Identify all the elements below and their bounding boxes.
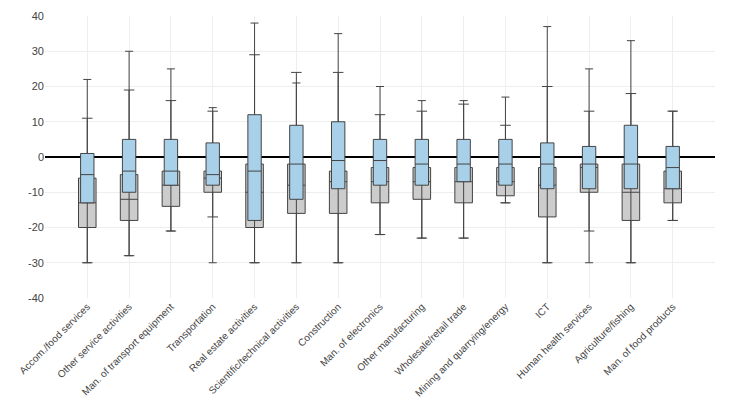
svg-text:Man. of food products: Man. of food products: [601, 301, 677, 377]
svg-text:Mining and quarrying/energy: Mining and quarrying/energy: [413, 301, 510, 398]
svg-text:10: 10: [32, 116, 44, 128]
svg-text:-10: -10: [28, 186, 44, 198]
svg-text:Scientific/technical activitie: Scientific/technical activities: [206, 301, 301, 396]
svg-text:Man. of electronics: Man. of electronics: [318, 301, 385, 368]
svg-text:Man. of transport equipment: Man. of transport equipment: [80, 301, 176, 397]
svg-text:-40: -40: [28, 292, 44, 304]
svg-text:20: 20: [32, 80, 44, 92]
svg-text:-30: -30: [28, 257, 44, 269]
svg-text:Construction: Construction: [296, 301, 343, 348]
svg-text:Agriculture/fishing: Agriculture/fishing: [572, 301, 636, 365]
svg-text:40: 40: [32, 10, 44, 22]
svg-text:Accom./food services: Accom./food services: [17, 301, 92, 376]
svg-text:-20: -20: [28, 221, 44, 233]
svg-text:ICT: ICT: [533, 301, 552, 320]
svg-text:0: 0: [38, 151, 44, 163]
svg-text:Wholesale/retail trade: Wholesale/retail trade: [392, 301, 468, 377]
svg-text:Transportation: Transportation: [165, 301, 218, 354]
svg-text:Other service activities: Other service activities: [55, 301, 134, 380]
svg-text:30: 30: [32, 45, 44, 57]
svg-text:Human health services: Human health services: [514, 301, 594, 381]
svg-text:Real estate activities: Real estate activities: [187, 301, 260, 374]
svg-text:Other manufacturing: Other manufacturing: [355, 301, 427, 373]
